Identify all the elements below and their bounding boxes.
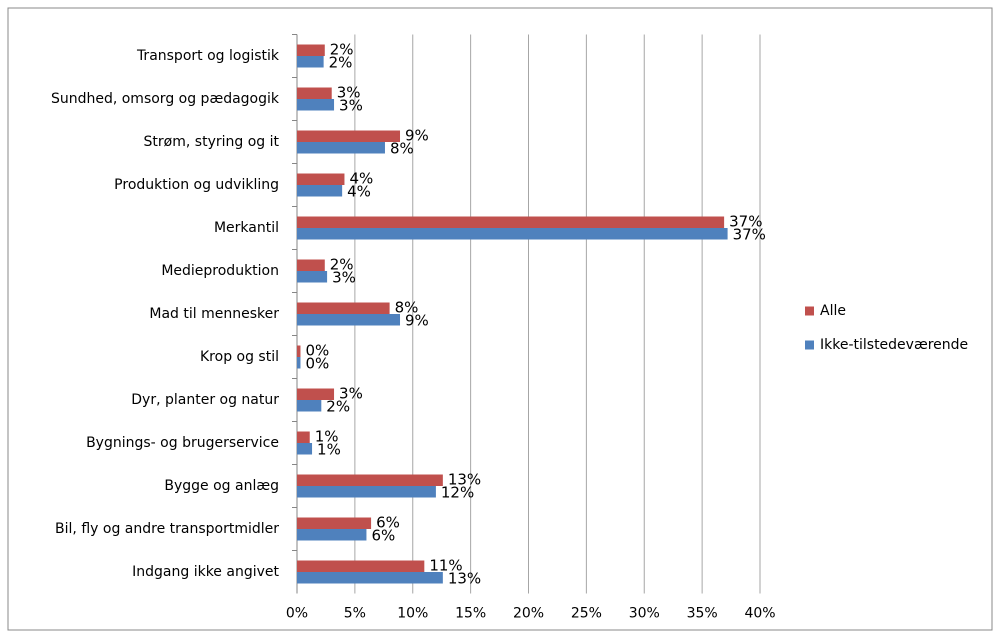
value-label: 11% xyxy=(429,557,462,575)
bar xyxy=(297,560,425,572)
bar xyxy=(297,142,385,154)
value-label: 6% xyxy=(371,527,395,545)
value-label: 6% xyxy=(376,514,400,532)
value-label: 1% xyxy=(315,428,339,446)
bar xyxy=(297,216,725,228)
y-tick-label: Dyr, planter og natur xyxy=(131,392,279,408)
value-label: 8% xyxy=(395,299,419,317)
value-label: 37% xyxy=(729,213,762,231)
y-tick-label: Bygnings- og brugerservice xyxy=(86,435,279,451)
value-label: 2% xyxy=(330,256,354,274)
bar xyxy=(297,185,343,197)
bar xyxy=(297,87,332,99)
legend-label: Ikke-tilstedeværende xyxy=(820,337,968,353)
bar xyxy=(297,474,443,486)
value-label: 2% xyxy=(330,41,354,59)
value-label: 2% xyxy=(329,54,353,72)
value-label: 12% xyxy=(441,484,474,502)
x-tick-label: 25% xyxy=(571,606,602,622)
value-label: 0% xyxy=(305,342,329,360)
bar xyxy=(297,228,728,240)
bar xyxy=(297,388,335,400)
bar xyxy=(297,44,325,56)
value-label: 9% xyxy=(405,312,429,330)
bar xyxy=(297,443,313,455)
x-tick-label: 5% xyxy=(344,606,366,622)
value-label: 2% xyxy=(326,398,350,416)
y-tick-label: Indgang ikke angivet xyxy=(132,564,279,580)
bar xyxy=(297,259,325,271)
bar xyxy=(297,271,328,283)
bar xyxy=(297,56,324,68)
value-label: 13% xyxy=(448,570,481,588)
bar xyxy=(297,529,367,541)
legend-swatch xyxy=(805,340,814,350)
value-label: 13% xyxy=(448,471,481,489)
value-label: 4% xyxy=(349,170,373,188)
legend-label: Alle xyxy=(820,303,846,319)
bar xyxy=(297,431,310,443)
bar xyxy=(297,314,401,326)
x-tick-label: 0% xyxy=(286,606,308,622)
legend-swatch xyxy=(805,306,814,316)
chart-frame xyxy=(7,7,993,631)
value-label: 3% xyxy=(339,97,363,115)
y-tick-label: Medieproduktion xyxy=(161,263,279,279)
value-label: 3% xyxy=(332,269,356,287)
y-tick-label: Transport og logistik xyxy=(136,48,280,64)
bar xyxy=(297,130,401,142)
value-label: 0% xyxy=(305,355,329,373)
y-tick-label: Produktion og udvikling xyxy=(114,177,279,193)
bar xyxy=(297,572,443,584)
value-label: 1% xyxy=(317,441,341,459)
value-label: 37% xyxy=(733,226,766,244)
x-tick-label: 20% xyxy=(513,606,544,622)
bar xyxy=(297,517,372,529)
bar xyxy=(297,345,301,357)
x-tick-label: 15% xyxy=(455,606,486,622)
bar xyxy=(297,99,335,111)
value-label: 3% xyxy=(337,84,361,102)
bar xyxy=(297,302,390,314)
y-tick-label: Merkantil xyxy=(214,220,279,236)
bar xyxy=(297,486,436,498)
y-tick-label: Sundhed, omsorg og pædagogik xyxy=(51,91,280,107)
y-tick-label: Mad til mennesker xyxy=(149,306,279,322)
x-tick-label: 40% xyxy=(744,606,775,622)
value-label: 9% xyxy=(405,127,429,145)
bar xyxy=(297,357,301,369)
bar xyxy=(297,400,322,412)
bar xyxy=(297,173,345,185)
y-tick-label: Krop og stil xyxy=(200,349,279,365)
value-label: 3% xyxy=(339,385,363,403)
x-tick-label: 30% xyxy=(629,606,660,622)
x-tick-label: 10% xyxy=(397,606,428,622)
y-tick-label: Bygge og anlæg xyxy=(164,478,279,494)
value-label: 8% xyxy=(390,140,414,158)
value-label: 4% xyxy=(347,183,371,201)
y-tick-label: Strøm, styring og it xyxy=(144,134,280,150)
y-tick-label: Bil, fly og andre transportmidler xyxy=(55,521,279,537)
x-tick-label: 35% xyxy=(687,606,718,622)
